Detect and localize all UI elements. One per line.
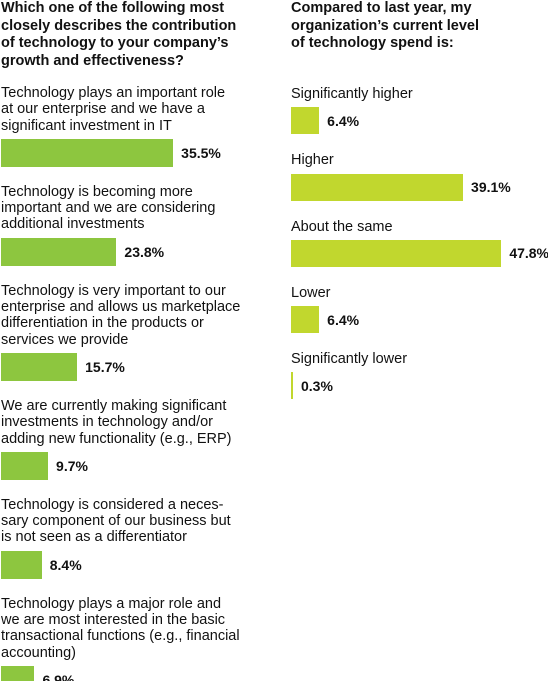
item: Significantly lower 0.3% <box>291 351 548 400</box>
bar-row: 15.7% <box>1 352 286 381</box>
item: Technology is considered a neces- sary c… <box>1 497 286 579</box>
bar-row: 6.4% <box>291 306 548 334</box>
left-chart: Which one of the following most closely … <box>1 0 286 681</box>
bar <box>1 451 49 480</box>
item: Higher 39.1% <box>291 152 548 201</box>
bar <box>291 306 320 334</box>
value-label: 23.8% <box>124 243 165 260</box>
category-label: Higher <box>291 152 334 169</box>
bar <box>1 550 42 579</box>
item: Technology plays an important role at ou… <box>1 85 286 167</box>
bar <box>1 138 174 167</box>
category-label: Significantly higher <box>291 86 413 102</box>
bar <box>291 372 293 400</box>
bar-row: 6.4% <box>291 107 548 135</box>
bar-row: 9.7% <box>1 451 286 480</box>
bar-row: 6.9% <box>1 665 286 681</box>
bar-row: 35.5% <box>1 138 286 167</box>
item: Technology is very important to our ente… <box>1 283 286 381</box>
value-label: 9.7% <box>56 457 88 474</box>
item: About the same 47.8% <box>291 219 548 267</box>
right-chart: Compared to last year, my organization’s… <box>291 0 548 417</box>
value-label: 0.3% <box>301 377 333 394</box>
item: Technology plays a major role and we are… <box>1 596 286 681</box>
value-label: 35.5% <box>181 144 221 161</box>
item: Lower 6.4% <box>291 284 548 334</box>
bar-row: 8.4% <box>1 550 286 579</box>
bar <box>291 173 464 201</box>
value-label: 6.9% <box>42 671 75 681</box>
bar-row: 0.3% <box>291 372 548 400</box>
category-label: Lower <box>291 284 331 301</box>
category-label: Significantly lower <box>291 351 408 368</box>
value-label: 6.4% <box>327 311 360 328</box>
bar-row: 47.8% <box>291 239 548 267</box>
value-label: 39.1% <box>471 179 511 196</box>
bar-row: 23.8% <box>1 237 286 266</box>
bar <box>291 107 320 135</box>
bar <box>291 239 502 267</box>
bar <box>1 665 35 681</box>
value-label: 8.4% <box>49 556 82 573</box>
chart-title: Compared to last year, my organization’s… <box>291 0 480 51</box>
value-label: 6.4% <box>327 112 360 129</box>
category-label: Technology is very important to our ente… <box>1 282 241 348</box>
item: Technology is becoming more important an… <box>1 184 286 266</box>
item: Significantly higher 6.4% <box>291 86 548 135</box>
chart-title: Which one of the following most closely … <box>1 0 237 69</box>
value-label: 47.8% <box>509 245 548 262</box>
category-label: Technology plays a major role and we are… <box>1 595 240 661</box>
item: We are currently making significant inve… <box>1 398 286 480</box>
category-label: About the same <box>291 218 393 235</box>
category-label: Technology is considered a neces- sary c… <box>1 496 231 546</box>
bar <box>1 237 117 266</box>
bar-row: 39.1% <box>291 173 548 201</box>
value-label: 15.7% <box>85 358 125 375</box>
category-label: Technology is becoming more important an… <box>1 183 216 233</box>
bar <box>1 352 78 381</box>
category-label: We are currently making significant inve… <box>1 397 232 447</box>
category-label: Technology plays an important role at ou… <box>1 85 226 134</box>
